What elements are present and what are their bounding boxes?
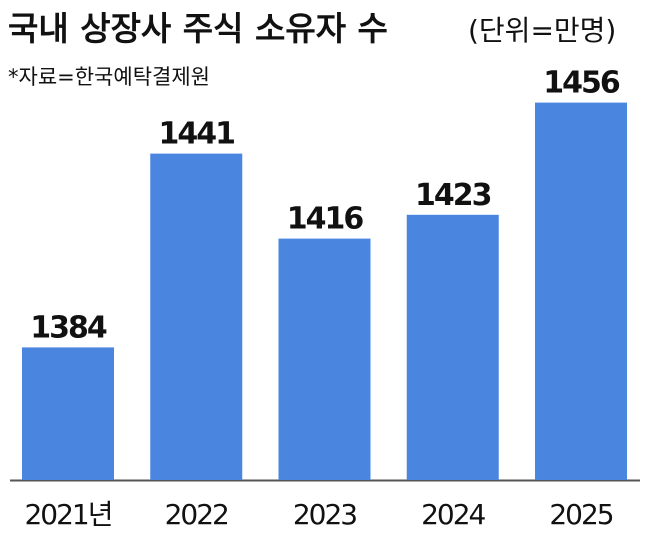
bar xyxy=(406,214,499,481)
value-label: 1384 xyxy=(30,310,107,345)
x-tick-label: 2023 xyxy=(293,498,356,531)
value-label: 1416 xyxy=(287,202,364,237)
bar xyxy=(22,347,114,480)
source-note: *자료=한국예탁결제원 xyxy=(8,65,210,89)
x-tick-label: 2021년 xyxy=(24,498,111,531)
x-tick-label: 2025 xyxy=(549,498,612,531)
x-tick-label: 2024 xyxy=(421,498,485,531)
value-label: 1456 xyxy=(543,66,620,101)
unit-label: (단위=만명) xyxy=(468,14,616,47)
bar xyxy=(150,153,243,480)
chart-title: 국내 상장사 주식 소유자 수 xyxy=(8,9,388,48)
x-tick-label: 2022 xyxy=(165,498,228,531)
value-label: 1423 xyxy=(415,178,491,213)
value-label: 1441 xyxy=(159,117,235,152)
bar xyxy=(535,102,627,480)
bar xyxy=(278,238,371,480)
